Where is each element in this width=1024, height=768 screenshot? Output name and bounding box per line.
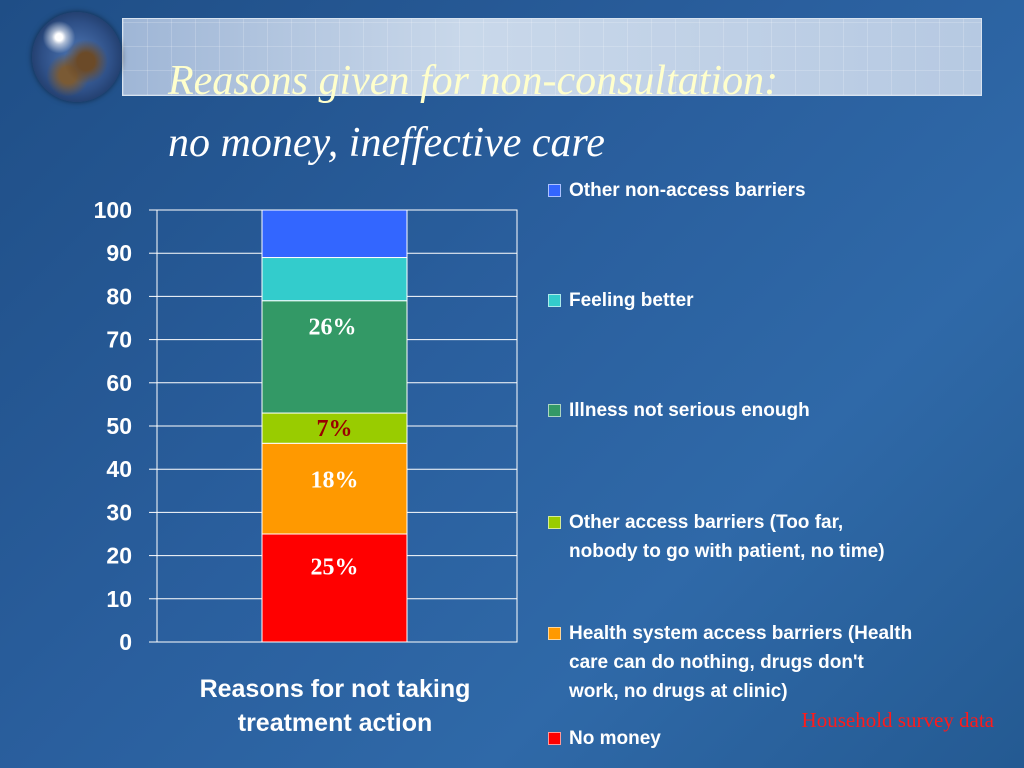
legend-swatch: [548, 516, 561, 529]
legend-label: Illness not serious enough: [569, 400, 810, 421]
legend-swatch: [548, 404, 561, 417]
bar-segment: [261, 412, 408, 444]
title-line-2: no money, ineffective care: [168, 120, 605, 166]
y-tick-label: 70: [106, 327, 132, 353]
legend-item-health-system-barriers: Health system access barriers (Health ca…: [548, 619, 912, 706]
y-tick-label: 100: [94, 197, 132, 223]
y-tick-label: 80: [106, 283, 132, 309]
y-tick-label: 50: [106, 413, 132, 439]
bar-segment: [261, 533, 408, 643]
legend-item-no-money: No money: [548, 724, 661, 753]
legend-item-illness-not-serious: Illness not serious enough: [548, 396, 810, 425]
legend-label: No money: [569, 728, 661, 749]
slide-title: Reasons given for non-consultation: no m…: [168, 50, 778, 174]
legend-label: Health system access barriers (Health ca…: [569, 623, 913, 702]
y-tick-label: 90: [106, 240, 132, 266]
source-note: Household survey data: [801, 708, 994, 732]
legend-label: Feeling better: [569, 290, 694, 311]
x-category-label: Reasons for not taking treatment action: [199, 675, 471, 737]
legend-swatch: [548, 732, 561, 745]
data-label: 7%: [317, 416, 353, 442]
legend-swatch: [548, 294, 561, 307]
legend-item-feeling-better: Feeling better: [548, 286, 694, 315]
data-label: 26%: [309, 315, 357, 341]
title-line-1: Reasons given for non-consultation:: [168, 58, 779, 104]
bar-segment: [261, 300, 408, 414]
legend-item-other-non-access: Other non-access barriers: [548, 176, 806, 205]
bar-segment: [261, 209, 408, 259]
legend-swatch: [548, 184, 561, 197]
data-label: 25%: [311, 554, 359, 580]
y-tick-label: 0: [119, 629, 132, 655]
y-tick-label: 30: [106, 499, 132, 525]
legend-swatch: [548, 627, 561, 640]
globe-logo: [32, 12, 122, 102]
y-tick-label: 60: [106, 370, 132, 396]
legend-label: Other non-access barriers: [569, 180, 806, 201]
legend-item-other-access-barriers: Other access barriers (Too far, nobody t…: [548, 508, 885, 566]
data-label: 18%: [311, 468, 359, 494]
title-banner: [122, 18, 982, 96]
y-tick-label: 10: [106, 586, 132, 612]
y-tick-label: 40: [106, 456, 132, 482]
bar-segment: [261, 442, 408, 535]
y-tick-label: 20: [106, 543, 132, 569]
bar-segment: [261, 257, 408, 302]
legend-label: Other access barriers (Too far, nobody t…: [569, 512, 885, 562]
